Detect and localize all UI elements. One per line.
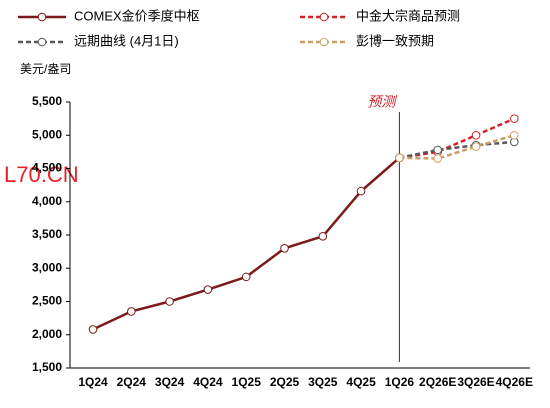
point <box>88 325 98 334</box>
point <box>318 232 328 241</box>
x-tick-label: 1Q25 <box>232 375 262 389</box>
y-tick-label: 1,500 <box>32 360 62 374</box>
legend-label: 远期曲线 (4月1日) <box>74 33 179 48</box>
y-tick-label: 3,000 <box>32 260 62 274</box>
y-tick-label: 3,500 <box>32 227 62 241</box>
x-tick-label: 4Q24 <box>193 375 223 389</box>
series-line <box>399 140 515 160</box>
legend-marker <box>319 37 329 47</box>
point <box>127 307 136 316</box>
point <box>356 186 366 196</box>
y-axis-label: 美元/盎司 <box>20 62 71 76</box>
x-tick-label: 2Q24 <box>117 375 147 389</box>
point <box>433 145 443 155</box>
legend-label: 彭博一致预期 <box>356 33 434 48</box>
x-tick-label: 2Q26E <box>419 375 456 389</box>
series-line <box>399 134 515 160</box>
legend-marker <box>37 12 47 22</box>
point <box>510 114 519 123</box>
legend-label: COMEX金价季度中枢 <box>74 8 200 23</box>
series-line <box>92 156 401 331</box>
y-tick-label: 5,500 <box>32 94 62 108</box>
point <box>471 130 481 140</box>
y-tick-label: 2,500 <box>32 294 62 308</box>
point <box>395 153 404 163</box>
point <box>471 142 481 151</box>
x-tick-label: 2Q25 <box>270 375 300 389</box>
y-tick-label: 5,000 <box>32 127 62 141</box>
point <box>510 130 519 140</box>
legend-marker <box>37 37 47 47</box>
y-tick-label: 4,000 <box>32 194 62 208</box>
x-tick-label: 1Q26 <box>385 375 415 389</box>
point <box>280 244 289 253</box>
annotation: 预测 <box>367 94 397 110</box>
x-tick-label: 3Q26E <box>457 375 494 389</box>
point <box>165 297 174 306</box>
x-tick-label: 4Q25 <box>346 375 376 389</box>
point <box>203 285 213 294</box>
x-tick-label: 1Q24 <box>78 375 108 389</box>
legend-marker <box>319 12 329 22</box>
legend-label: 中金大宗商品预测 <box>356 8 460 23</box>
point <box>433 154 443 163</box>
x-tick-label: 3Q24 <box>155 375 185 389</box>
x-tick-label: 4Q26E <box>496 375 533 389</box>
y-tick-label: 2,000 <box>32 327 62 341</box>
watermark: L70.CN <box>4 162 79 187</box>
point <box>241 272 251 282</box>
y-tick-label: 4,500 <box>32 161 62 175</box>
x-tick-label: 3Q25 <box>308 375 338 389</box>
